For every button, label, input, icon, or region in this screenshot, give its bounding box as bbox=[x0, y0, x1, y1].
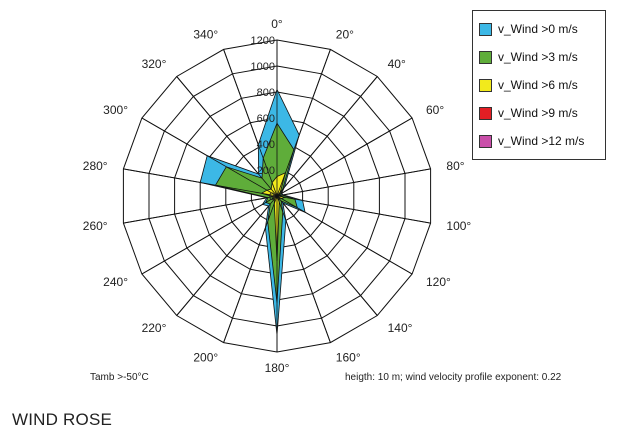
legend-item: v_Wind >6 m/s bbox=[479, 71, 605, 99]
legend-item: v_Wind >0 m/s bbox=[479, 15, 605, 43]
legend-swatch bbox=[479, 78, 492, 92]
overlay-spoke bbox=[276, 195, 331, 343]
radial-tick-labels: 0 200 400 600 800 1000 1200 bbox=[251, 35, 275, 203]
legend: v_Wind >0 m/s v_Wind >3 m/s v_Wind >6 m/… bbox=[472, 10, 606, 160]
direction-label: 220° bbox=[142, 321, 167, 335]
direction-label: 180° bbox=[265, 361, 290, 375]
ambient-temperature-note: Tamb >-50°C bbox=[90, 372, 149, 383]
direction-label: 240° bbox=[103, 275, 128, 289]
series-layer bbox=[123, 40, 431, 352]
legend-item: v_Wind >12 m/s bbox=[479, 127, 605, 155]
radial-tick-label: 800 bbox=[257, 87, 275, 99]
direction-label: 80° bbox=[446, 159, 464, 173]
radial-tick-label: 600 bbox=[257, 113, 275, 125]
overlay-spoke bbox=[176, 195, 278, 316]
direction-label: 20° bbox=[336, 27, 354, 41]
direction-label: 200° bbox=[193, 351, 218, 365]
overlay-spoke bbox=[276, 195, 413, 275]
legend-swatch bbox=[479, 134, 492, 148]
direction-label: 300° bbox=[103, 103, 128, 117]
radial-tick-label: 0 bbox=[269, 191, 275, 203]
direction-label: 0° bbox=[271, 17, 283, 31]
direction-label: 340° bbox=[193, 27, 218, 41]
overlay-spoke bbox=[141, 195, 278, 275]
direction-label: 100° bbox=[446, 219, 471, 233]
overlay-spoke bbox=[141, 117, 278, 197]
overlay-spoke bbox=[123, 195, 278, 224]
overlay-spoke bbox=[223, 49, 278, 197]
direction-label: 120° bbox=[426, 275, 451, 289]
overlay-spoke bbox=[276, 76, 378, 197]
overlay-spoke bbox=[176, 76, 278, 197]
overlay-spoke bbox=[276, 168, 431, 197]
overlay-spoke bbox=[276, 117, 413, 197]
legend-label: v_Wind >12 m/s bbox=[498, 134, 585, 148]
wind-rose-chart: 0 200 400 600 800 1000 1200 0° 20° 40° 60° 80° 100°… bbox=[83, 17, 472, 375]
direction-label: 160° bbox=[336, 351, 361, 365]
direction-label: 320° bbox=[142, 57, 167, 71]
legend-label: v_Wind >9 m/s bbox=[498, 106, 578, 120]
direction-label: 60° bbox=[426, 103, 444, 117]
page-heading: WIND ROSE bbox=[12, 410, 113, 429]
legend-item: v_Wind >3 m/s bbox=[479, 43, 605, 71]
overlay-spoke bbox=[123, 168, 278, 197]
direction-label: 260° bbox=[83, 219, 108, 233]
legend-swatch bbox=[479, 106, 492, 120]
legend-item: v_Wind >9 m/s bbox=[479, 99, 605, 127]
legend-swatch bbox=[479, 50, 492, 64]
direction-label: 140° bbox=[388, 321, 413, 335]
direction-labels: 0° 20° 40° 60° 80° 100° 120° 140° 160° 180° 200° 22… bbox=[83, 17, 472, 375]
direction-label: 280° bbox=[83, 159, 108, 173]
overlay-spoke bbox=[276, 49, 331, 197]
radial-tick-label: 400 bbox=[257, 139, 275, 151]
height-profile-note: heigth: 10 m; wind velocity profile expo… bbox=[345, 372, 562, 383]
radial-tick-label: 1200 bbox=[251, 35, 275, 47]
overlay-spoke bbox=[223, 195, 278, 343]
radial-tick-label: 200 bbox=[257, 165, 275, 177]
legend-label: v_Wind >6 m/s bbox=[498, 78, 578, 92]
legend-label: v_Wind >0 m/s bbox=[498, 22, 578, 36]
overlay-spoke bbox=[276, 195, 378, 316]
legend-swatch bbox=[479, 22, 492, 36]
overlay-spoke bbox=[276, 195, 431, 224]
direction-label: 40° bbox=[388, 57, 406, 71]
legend-label: v_Wind >3 m/s bbox=[498, 50, 578, 64]
radial-tick-label: 1000 bbox=[251, 61, 275, 73]
